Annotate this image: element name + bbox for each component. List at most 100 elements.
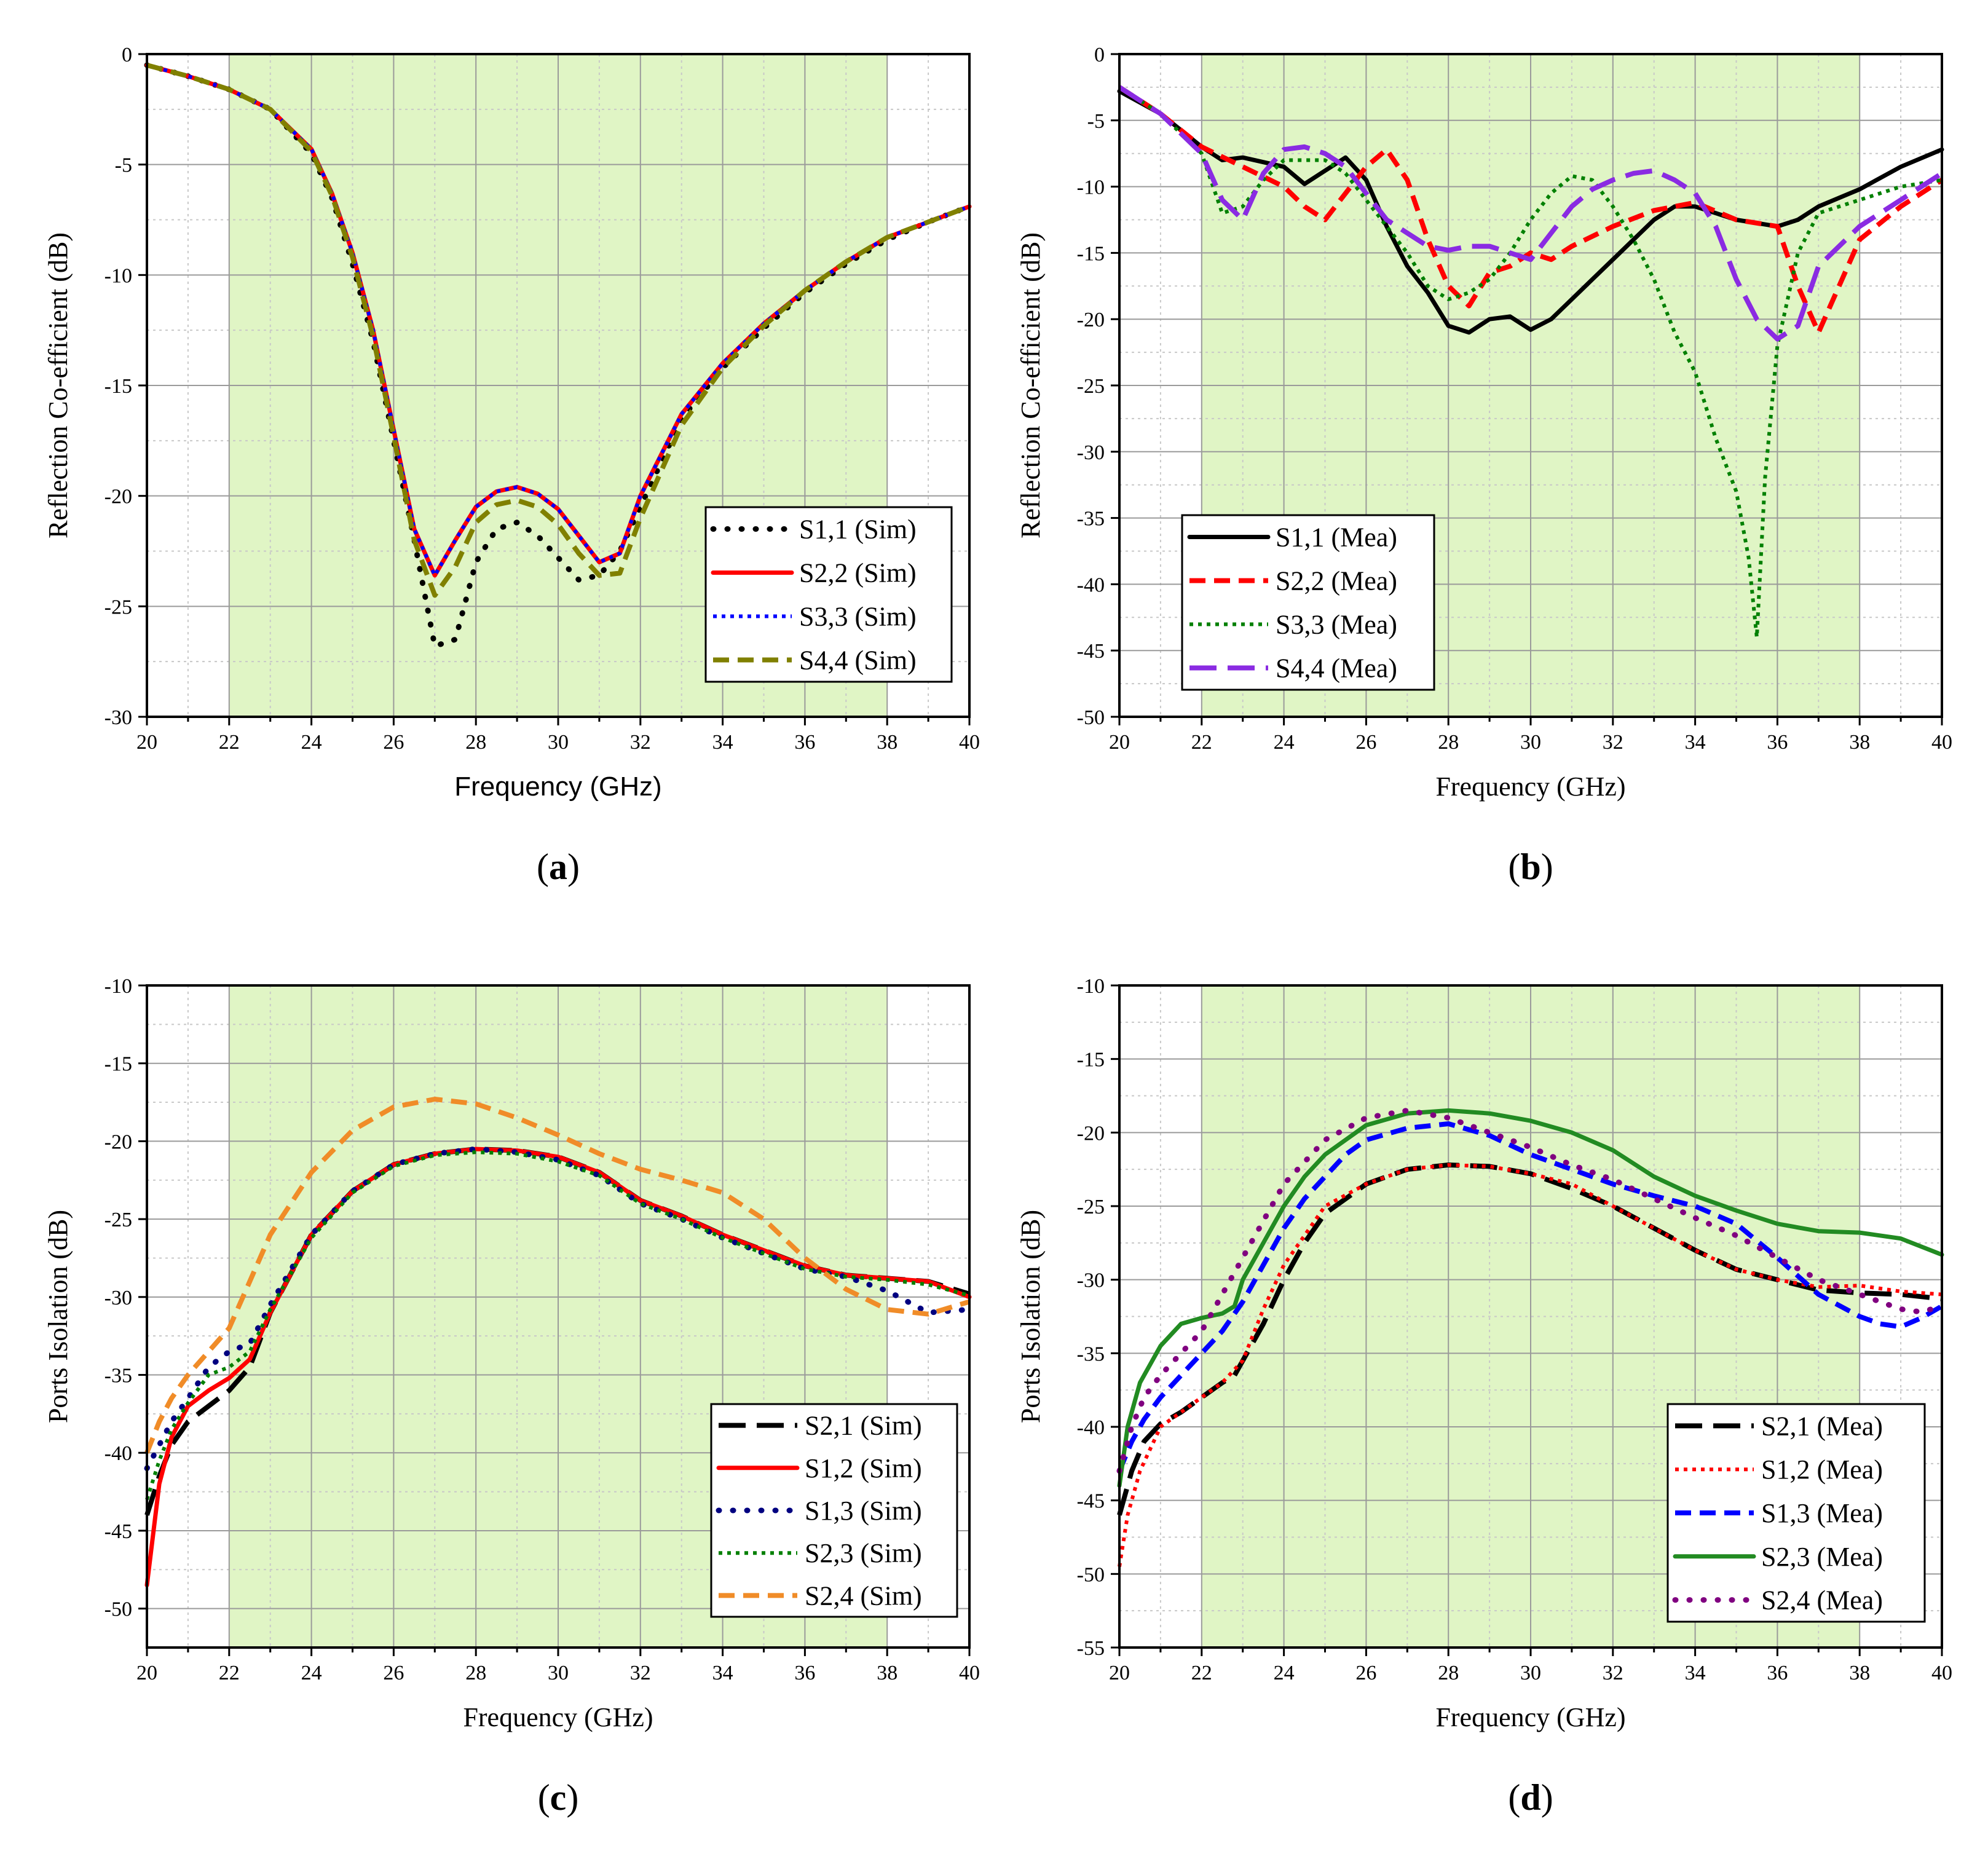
x-tick-label: 38 bbox=[1849, 1662, 1870, 1684]
panel-caption: (a) bbox=[537, 847, 580, 887]
y-tick-label: -25 bbox=[105, 596, 132, 618]
x-tick-label: 40 bbox=[1931, 1662, 1952, 1684]
y-tick-label: -50 bbox=[1077, 706, 1105, 729]
x-tick-label: 20 bbox=[136, 1662, 157, 1684]
x-tick-label: 34 bbox=[1685, 731, 1706, 754]
x-tick-label: 22 bbox=[219, 731, 240, 754]
legend-label: S2,1 (Mea) bbox=[1761, 1411, 1883, 1441]
x-tick-label: 22 bbox=[1191, 1662, 1212, 1684]
y-tick-label: -25 bbox=[1077, 1196, 1105, 1218]
x-tick-label: 36 bbox=[1767, 731, 1788, 754]
x-tick-label: 28 bbox=[1438, 1662, 1459, 1684]
series-group bbox=[144, 62, 972, 649]
x-tick-label: 38 bbox=[1849, 731, 1870, 754]
y-tick-label: -50 bbox=[1077, 1563, 1105, 1586]
x-tick-label: 26 bbox=[1355, 1662, 1376, 1684]
x-tick-label: 24 bbox=[1274, 1662, 1295, 1684]
series-line-0 bbox=[1117, 1162, 1943, 1516]
panel-caption: (c) bbox=[538, 1777, 579, 1818]
legend-label: S2,2 (Mea) bbox=[1276, 566, 1397, 596]
chart-panel-d: 20 22 24 26 28 30 32 34 36 38 40 -10 -15 -20 -25 -30 -35… bbox=[1016, 975, 1952, 1818]
y-tick-label: -30 bbox=[105, 706, 132, 729]
series-group bbox=[1116, 1107, 1945, 1567]
y-axis-label: Ports Isolation (dB) bbox=[43, 1210, 73, 1423]
ticks: 20 22 24 26 28 30 32 34 36 38 40 -10 -15 -20 -25 -30 -35… bbox=[105, 975, 980, 1684]
y-tick-label: -40 bbox=[1077, 574, 1105, 596]
y-tick-label: -30 bbox=[1077, 1269, 1105, 1292]
x-tick-label: 30 bbox=[548, 1662, 569, 1684]
y-tick-label: -20 bbox=[105, 486, 132, 508]
y-tick-label: -45 bbox=[105, 1520, 132, 1543]
legend-label: S1,1 (Sim) bbox=[799, 515, 917, 545]
x-tick-label: 34 bbox=[1685, 1662, 1706, 1684]
x-tick-label: 22 bbox=[1191, 731, 1212, 754]
series-line-4 bbox=[1116, 1107, 1945, 1474]
x-axis-label: Frequency (GHz) bbox=[1435, 772, 1625, 802]
ticks: 20 22 24 26 28 30 32 34 36 38 40 0 -5 -10 -15 -20 -25 -30 bbox=[105, 44, 980, 754]
y-axis-label: Ports Isolation (dB) bbox=[1016, 1210, 1046, 1423]
x-tick-label: 36 bbox=[794, 731, 815, 754]
y-tick-label: -20 bbox=[1077, 309, 1105, 331]
y-tick-label: -5 bbox=[1087, 110, 1105, 133]
legend-label: S1,2 (Sim) bbox=[805, 1453, 922, 1483]
y-axis-label: Reflection Co-efficient (dB) bbox=[43, 232, 73, 539]
x-axis-label: Frequency (GHz) bbox=[1435, 1702, 1625, 1732]
y-tick-label: 0 bbox=[1094, 44, 1105, 66]
legend-label: S2,1 (Sim) bbox=[805, 1411, 922, 1441]
legend-label: S1,3 (Mea) bbox=[1761, 1498, 1883, 1528]
x-tick-label: 40 bbox=[959, 1662, 980, 1684]
y-tick-label: -45 bbox=[1077, 1490, 1105, 1513]
series-group bbox=[144, 1097, 972, 1588]
x-tick-label: 36 bbox=[1767, 1662, 1788, 1684]
x-tick-label: 32 bbox=[1603, 1662, 1623, 1684]
x-tick-label: 26 bbox=[1355, 731, 1376, 754]
x-tick-label: 24 bbox=[301, 731, 322, 754]
x-tick-label: 34 bbox=[712, 731, 733, 754]
y-tick-label: -10 bbox=[1077, 975, 1105, 998]
x-tick-label: 36 bbox=[794, 1662, 815, 1684]
y-tick-label: -35 bbox=[1077, 508, 1105, 531]
x-tick-label: 28 bbox=[465, 1662, 486, 1684]
legend-label: S2,2 (Sim) bbox=[799, 558, 917, 588]
y-tick-label: -20 bbox=[105, 1131, 132, 1153]
legend-label: S3,3 (Mea) bbox=[1276, 610, 1397, 640]
y-axis-label: Reflection Co-efficient (dB) bbox=[1016, 232, 1046, 539]
x-tick-label: 24 bbox=[301, 1662, 322, 1684]
y-tick-label: -35 bbox=[105, 1365, 132, 1387]
x-axis-label: Frequency (GHz) bbox=[454, 772, 661, 802]
x-tick-label: 34 bbox=[712, 1662, 733, 1684]
y-tick-label: -5 bbox=[115, 154, 132, 177]
y-tick-label: -10 bbox=[105, 975, 132, 998]
x-axis-label: Frequency (GHz) bbox=[463, 1702, 653, 1732]
x-tick-label: 28 bbox=[1438, 731, 1459, 754]
series-line-3 bbox=[146, 63, 971, 598]
x-tick-label: 40 bbox=[959, 731, 980, 754]
legend: S1,1 (Mea) S2,2 (Mea) S3,3 (Mea) S4,4 (Mea) bbox=[1181, 514, 1435, 691]
chart-panel-b: 20 22 24 26 28 30 32 34 36 38 40 0 -5 -10 -15 -20 -25 -30… bbox=[1016, 44, 1952, 887]
series-line-0 bbox=[1117, 89, 1944, 335]
series-line-1 bbox=[1118, 1163, 1943, 1567]
y-tick-label: -35 bbox=[1077, 1343, 1105, 1365]
x-tick-label: 26 bbox=[383, 731, 404, 754]
y-tick-label: 0 bbox=[122, 44, 132, 66]
y-tick-label: -30 bbox=[1077, 441, 1105, 464]
panel-caption: (b) bbox=[1508, 847, 1553, 887]
legend-label: S2,4 (Sim) bbox=[805, 1581, 922, 1611]
legend-label: S2,3 (Mea) bbox=[1761, 1542, 1883, 1572]
y-tick-label: -30 bbox=[105, 1287, 132, 1309]
chart-panel-c: 20 22 24 26 28 30 32 34 36 38 40 -10 -15 -20 -25 -30 -35… bbox=[43, 975, 980, 1818]
x-tick-label: 32 bbox=[1603, 731, 1623, 754]
x-tick-label: 20 bbox=[136, 731, 157, 754]
series-group bbox=[1117, 85, 1944, 639]
series-line-3 bbox=[145, 1150, 970, 1501]
panel-caption: (d) bbox=[1508, 1777, 1553, 1818]
y-tick-label: -15 bbox=[1077, 1049, 1105, 1072]
legend-label: S1,1 (Mea) bbox=[1276, 523, 1397, 553]
legend-label: S4,4 (Sim) bbox=[799, 645, 917, 676]
y-tick-label: -15 bbox=[105, 375, 132, 398]
y-tick-label: -25 bbox=[1077, 375, 1105, 398]
legend: S2,1 (Sim) S1,2 (Sim) S1,3 (Sim) S2,3 (Sim)… bbox=[710, 1403, 958, 1618]
x-tick-label: 20 bbox=[1109, 1662, 1130, 1684]
legend-label: S2,3 (Sim) bbox=[805, 1538, 922, 1568]
x-tick-label: 24 bbox=[1274, 731, 1295, 754]
